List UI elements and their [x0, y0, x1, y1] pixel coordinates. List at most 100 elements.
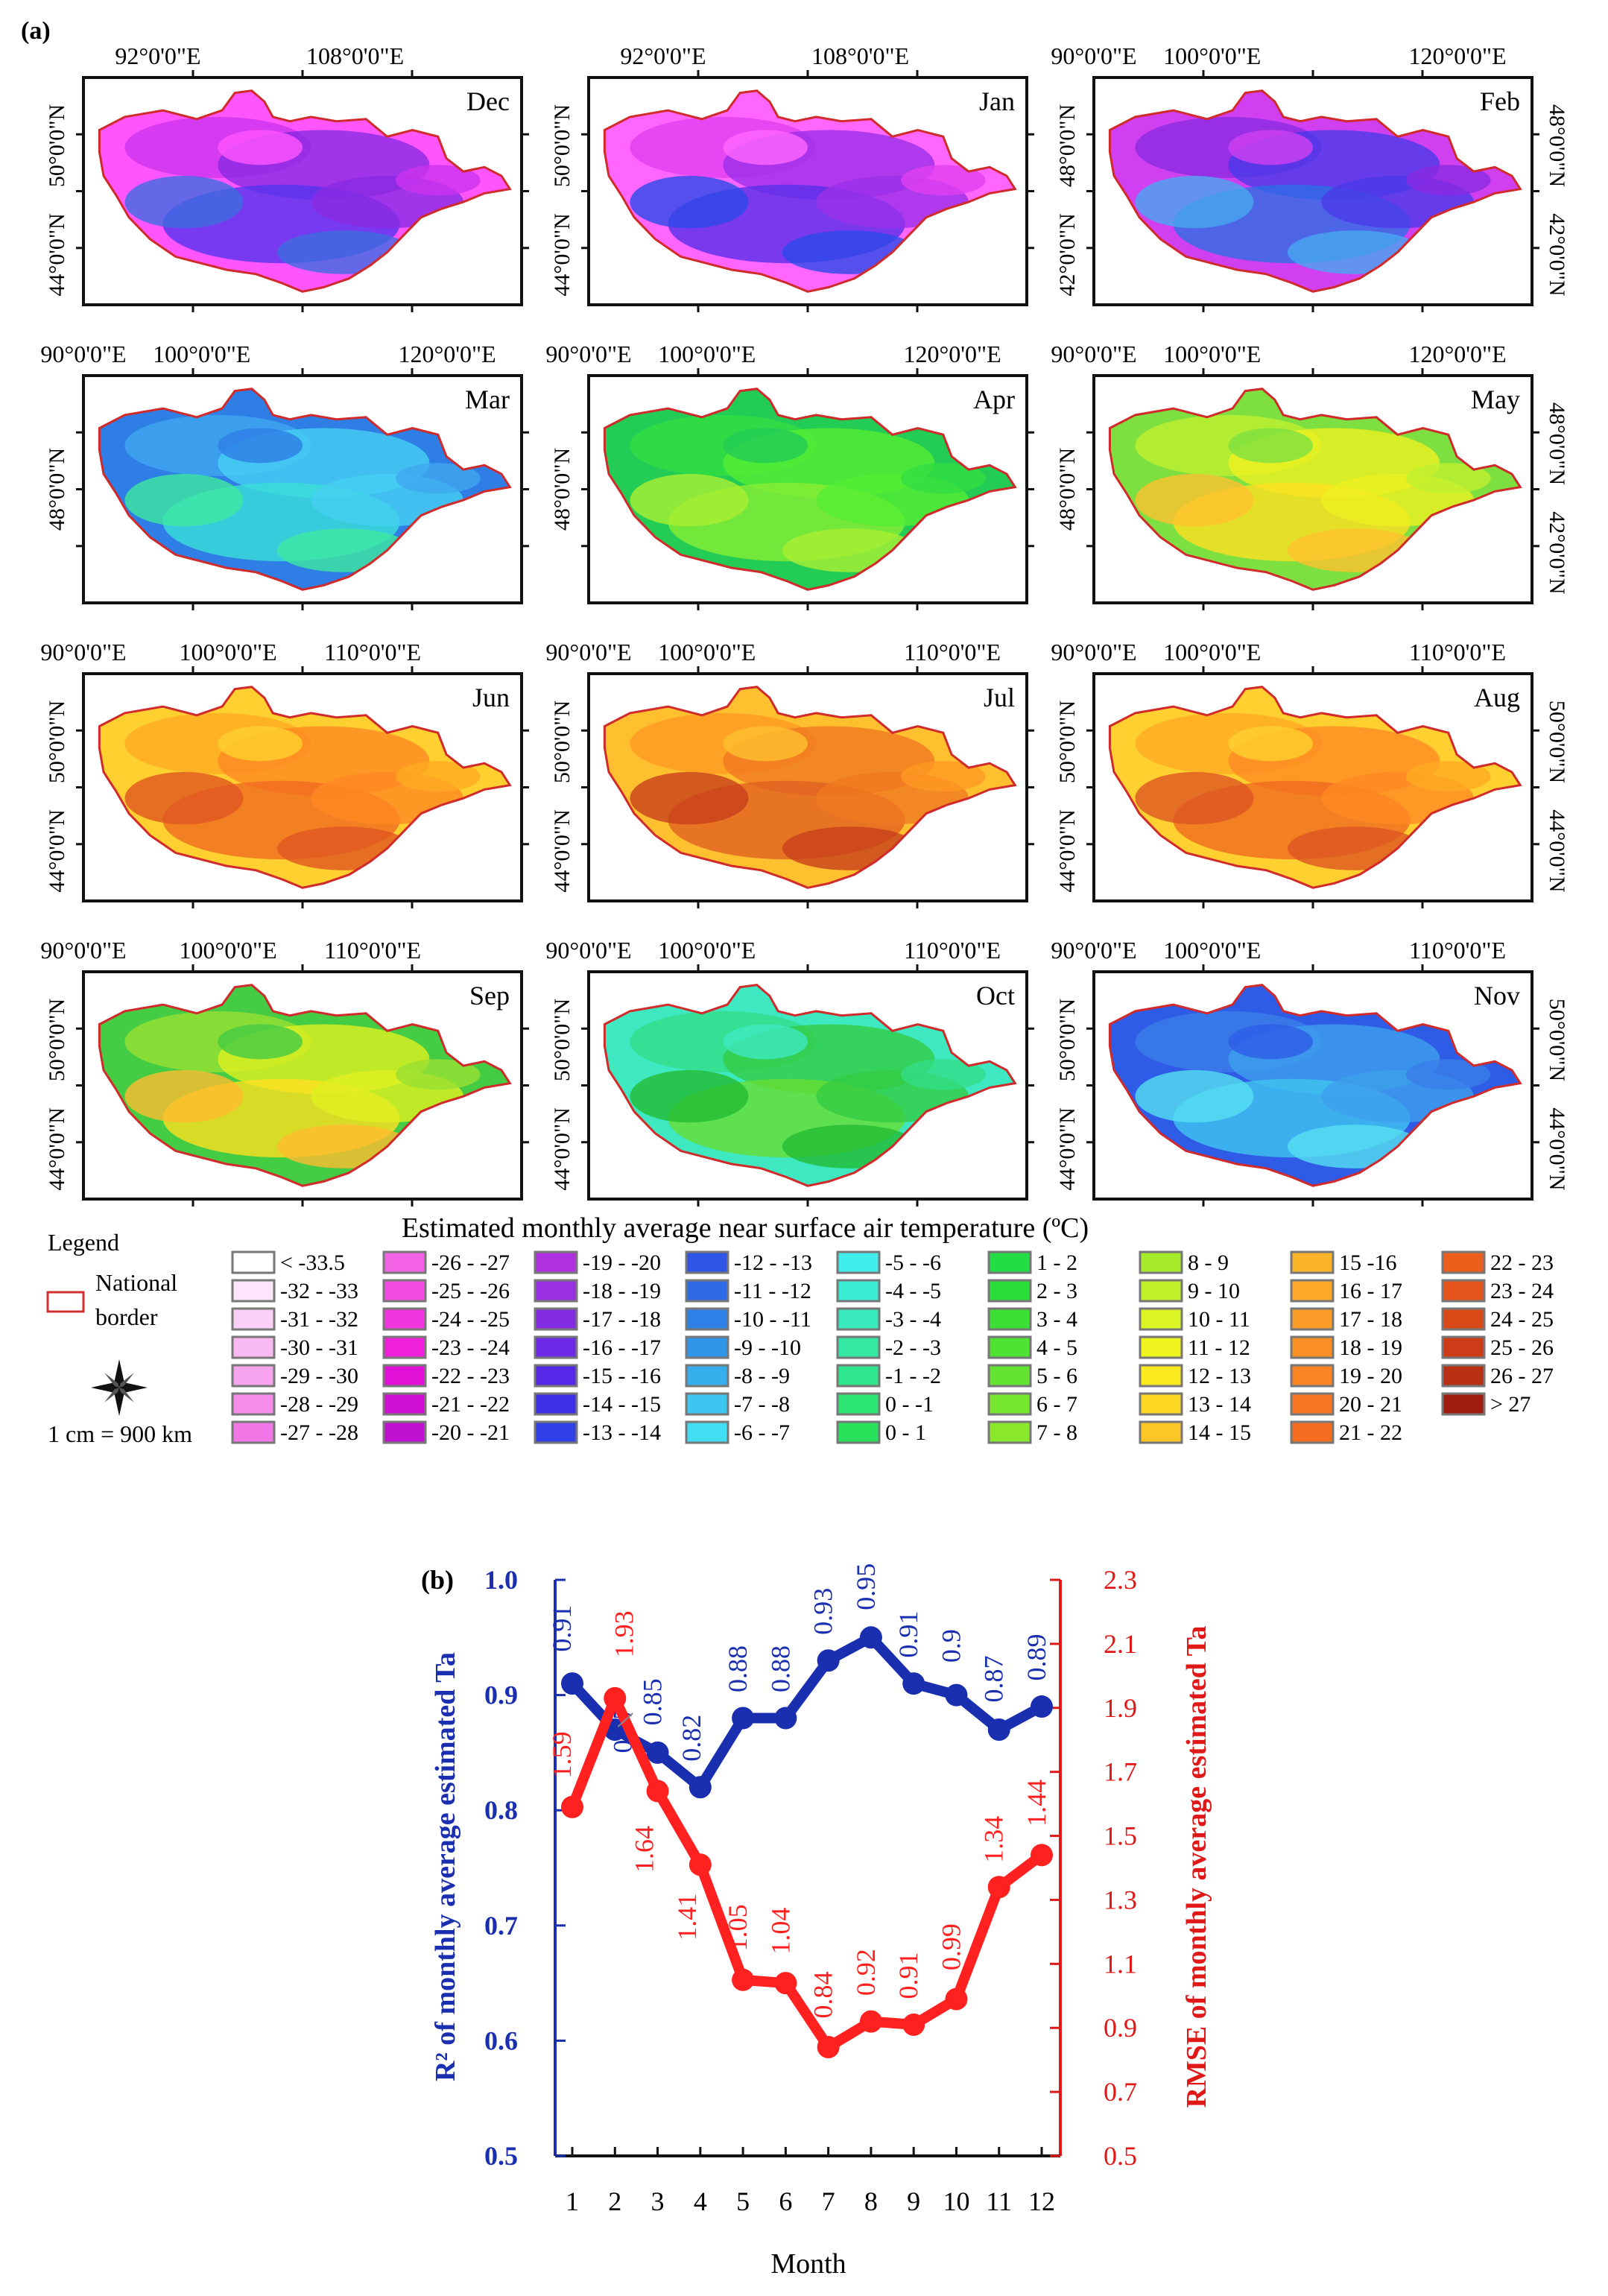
point-r2 — [561, 1672, 583, 1695]
x-tick-label: 9 — [907, 2186, 920, 2216]
colorbar-swatch — [231, 1307, 276, 1331]
colorbar-entry: -18 - -19 — [534, 1279, 661, 1303]
colorbar-entry: -15 - -16 — [534, 1364, 661, 1388]
colorbar-label: -4 - -5 — [885, 1279, 941, 1303]
map-lat-label: 44°0'0"N — [1055, 1107, 1080, 1190]
map-region — [630, 771, 749, 825]
y-right-tick-label: 1.9 — [1104, 1693, 1137, 1723]
colorbar-entry: -14 - -15 — [534, 1392, 661, 1417]
colorbar-entry: -27 - -28 — [231, 1420, 358, 1445]
colorbar-entry: -4 - -5 — [836, 1279, 941, 1303]
colorbar-swatch — [685, 1420, 729, 1444]
map-lat-label: 50°0'0"N — [550, 700, 574, 783]
colorbar: < -33.5 -32 - -33 -31 - -32 -30 - -31 -29 - … — [231, 1250, 1554, 1445]
map-lon-label: 100°0'0"E — [1163, 639, 1261, 665]
map-region — [900, 165, 986, 196]
colorbar-swatch — [1441, 1364, 1486, 1388]
data-label-rmse: 1.04 — [765, 1908, 795, 1955]
colorbar-label: -26 - -27 — [431, 1250, 510, 1275]
map-lat-label-right: 42°0'0"N — [1545, 511, 1569, 594]
colorbar-swatch — [534, 1335, 578, 1359]
colorbar-label: 26 - 27 — [1490, 1364, 1554, 1388]
colorbar-label: 3 - 4 — [1036, 1307, 1077, 1332]
data-label-rmse: 1.05 — [723, 1904, 753, 1951]
colorbar-entry: -2 - -3 — [836, 1335, 941, 1360]
colorbar-label: 17 - 18 — [1339, 1307, 1402, 1332]
colorbar-label: -30 - -31 — [280, 1335, 358, 1360]
colorbar-swatch — [382, 1250, 427, 1274]
national-border — [1108, 686, 1522, 889]
colorbar-entry: -7 - -8 — [685, 1392, 790, 1417]
data-label-rmse: 1.64 — [630, 1826, 659, 1873]
data-label-r2: 0.87 — [979, 1655, 1009, 1702]
colorbar-label: -31 - -32 — [280, 1307, 358, 1332]
map-lat-label-right: 48°0'0"N — [1545, 402, 1569, 485]
colorbar-swatch — [1139, 1307, 1183, 1331]
map-lat-label: 50°0'0"N — [45, 104, 69, 187]
colorbar-entry: 15 -16 — [1290, 1250, 1397, 1275]
point-r2 — [902, 1672, 925, 1695]
map-jun: Jun 90°0'0"E 100°0'0"E 110°0'0"E 50°0'0"N 44°… — [40, 639, 529, 908]
map-region — [630, 175, 749, 229]
point-rmse — [561, 1795, 583, 1818]
colorbar-swatch — [231, 1420, 276, 1444]
map-lat-label-right: 48°0'0"N — [1545, 104, 1569, 187]
colorbar-entry: -5 - -6 — [836, 1250, 941, 1275]
colorbar-swatch — [987, 1392, 1032, 1416]
colorbar-swatch — [987, 1250, 1032, 1274]
map-lon-label: 100°0'0"E — [658, 341, 756, 367]
colorbar-swatch — [1441, 1279, 1486, 1303]
colorbar-swatch — [836, 1364, 881, 1388]
colorbar-label: 0 - 1 — [885, 1420, 926, 1445]
map-lon-label: 100°0'0"E — [1163, 341, 1261, 367]
data-label-rmse: 0.92 — [851, 1949, 881, 1996]
colorbar-swatch — [836, 1307, 881, 1331]
map-lon-label: 90°0'0"E — [1051, 341, 1136, 367]
colorbar-entry: 10 - 11 — [1139, 1307, 1250, 1332]
colorbar-swatch — [534, 1364, 578, 1388]
colorbar-entry: -12 - -13 — [685, 1250, 812, 1275]
colorbar-swatch — [534, 1279, 578, 1303]
map-oct: Oct 90°0'0"E 100°0'0"E 110°0'0"E 50°0'0"N 44°… — [545, 937, 1034, 1206]
legend-scale: 1 cm = 900 km — [48, 1420, 192, 1447]
map-lon-label: 100°0'0"E — [1163, 42, 1261, 69]
colorbar-swatch — [685, 1392, 729, 1416]
national-border — [1108, 89, 1522, 293]
map-lon-label: 120°0'0"E — [398, 341, 496, 367]
colorbar-swatch — [1441, 1250, 1486, 1274]
series-line-rmse — [567, 1692, 1047, 2052]
point-rmse — [945, 1987, 968, 2011]
map-month-label: May — [1471, 385, 1520, 414]
map-lon-label: 100°0'0"E — [179, 937, 276, 964]
colorbar-swatch — [685, 1307, 729, 1331]
colorbar-swatch — [1290, 1307, 1335, 1331]
x-tick-label: 2 — [608, 2186, 621, 2216]
colorbar-entry: -30 - -31 — [231, 1335, 358, 1360]
map-lat-label: 48°0'0"N — [550, 448, 574, 531]
map-region — [630, 1069, 749, 1123]
map-lon-label: 90°0'0"E — [40, 639, 126, 665]
national-border — [98, 984, 512, 1187]
colorbar-label: 10 - 11 — [1188, 1307, 1250, 1332]
colorbar-entry: 4 - 5 — [987, 1335, 1077, 1360]
map-lon-label: 108°0'0"E — [811, 42, 909, 69]
colorbar-label: -17 - -18 — [583, 1307, 661, 1332]
colorbar-label: 1 - 2 — [1036, 1250, 1077, 1275]
colorbar-label: 25 - 26 — [1490, 1335, 1554, 1360]
colorbar-label: -20 - -21 — [431, 1420, 510, 1445]
colorbar-label: 19 - 20 — [1339, 1364, 1402, 1388]
colorbar-entry: -29 - -30 — [231, 1364, 358, 1388]
map-month-label: Jan — [979, 86, 1015, 116]
colorbar-label: -18 - -19 — [583, 1279, 661, 1303]
map-lon-label: 110°0'0"E — [904, 937, 1001, 964]
colorbar-label: -23 - -24 — [431, 1335, 510, 1360]
colorbar-swatch — [1441, 1307, 1486, 1331]
colorbar-swatch — [836, 1392, 881, 1416]
national-border — [603, 388, 1017, 591]
colorbar-entry: -23 - -24 — [382, 1335, 510, 1360]
colorbar-label: 14 - 15 — [1188, 1420, 1251, 1445]
map-region — [900, 1059, 986, 1090]
colorbar-swatch — [685, 1250, 729, 1274]
map-lat-label: 48°0'0"N — [1055, 448, 1080, 531]
